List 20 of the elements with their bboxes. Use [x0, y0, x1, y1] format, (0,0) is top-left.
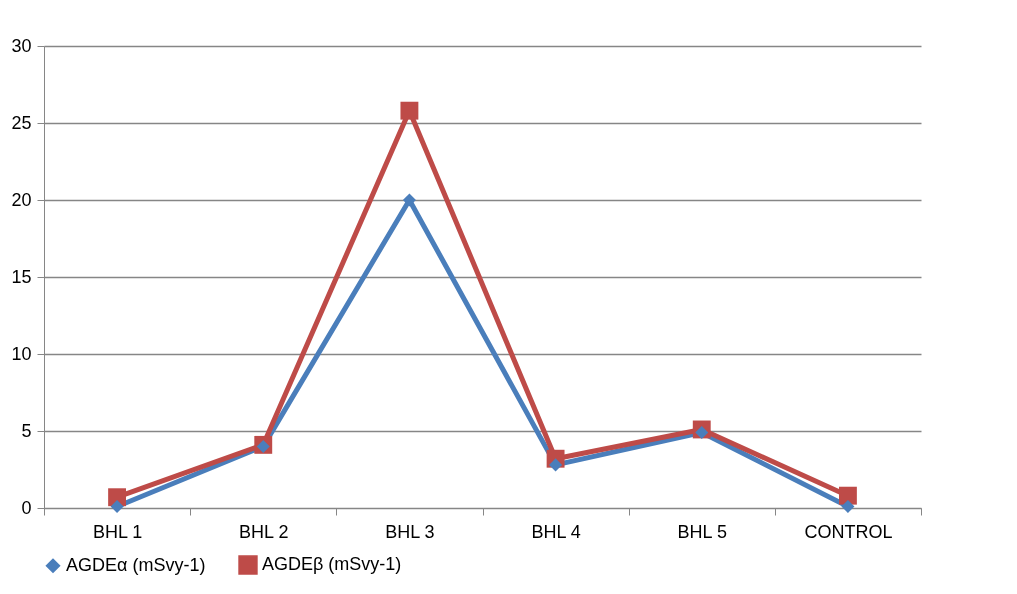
point	[402, 193, 416, 207]
y-tick-label: 30	[11, 35, 32, 56]
point	[841, 499, 855, 513]
x-tick-label: BHL 4	[531, 521, 581, 542]
x-tick-label: BHL 5	[677, 521, 727, 542]
point	[838, 486, 857, 505]
legend-label: AGDEβ (mSvy-1)	[262, 554, 402, 575]
x-tick-label: CONTROL	[804, 521, 893, 542]
y-tick-label: 0	[21, 497, 32, 518]
y-tick-label: 15	[11, 266, 32, 287]
point	[110, 499, 124, 513]
y-tick-label: 5	[21, 420, 32, 441]
x-tick-label: BHL 1	[92, 521, 143, 542]
y-tick-label: 25	[11, 112, 32, 133]
legend-label: AGDEα (mSvy-1)	[66, 554, 206, 575]
y-tick-label: 20	[11, 189, 32, 210]
x-tick-label: BHL 3	[385, 521, 435, 542]
y-tick-label: 10	[11, 343, 32, 364]
x-tick-label: BHL 2	[239, 521, 289, 542]
point	[400, 101, 419, 120]
